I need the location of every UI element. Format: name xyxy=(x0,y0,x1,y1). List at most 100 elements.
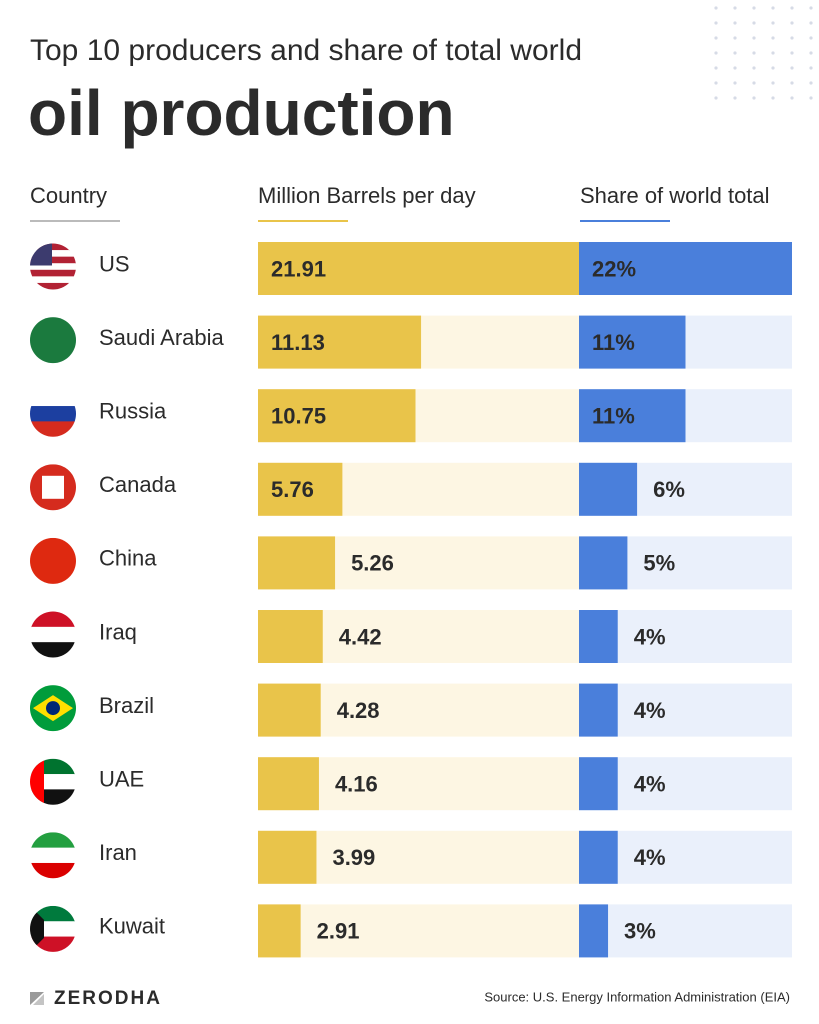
dot xyxy=(809,21,813,25)
dot xyxy=(771,96,775,100)
dot xyxy=(809,36,813,40)
dot xyxy=(752,36,756,40)
bar xyxy=(579,757,618,811)
dot xyxy=(714,6,718,10)
dot xyxy=(752,81,756,85)
dot xyxy=(771,51,775,55)
bar xyxy=(579,242,792,295)
flag-stripe xyxy=(30,406,76,422)
flag xyxy=(30,685,76,732)
flag xyxy=(30,611,76,658)
country-label: Brazil xyxy=(99,693,154,718)
bar xyxy=(258,830,317,884)
bar-track xyxy=(579,904,792,958)
flag-stripe xyxy=(30,847,76,864)
flag-globe xyxy=(46,701,60,716)
dot xyxy=(752,6,756,10)
dot xyxy=(771,36,775,40)
bar xyxy=(258,904,301,958)
flag-stripe xyxy=(30,537,76,584)
dot xyxy=(714,96,718,100)
logo-mark xyxy=(33,994,44,1005)
dot xyxy=(790,21,794,25)
value-label: 3% xyxy=(624,919,656,944)
bar xyxy=(258,462,343,516)
bar-track xyxy=(258,904,579,958)
column-header: Share of world total xyxy=(580,183,770,208)
country-label: Kuwait xyxy=(99,914,165,939)
dot xyxy=(771,81,775,85)
value-label: 22% xyxy=(592,256,636,281)
dot xyxy=(790,81,794,85)
flag-stripe xyxy=(30,317,76,364)
flag-stripe xyxy=(30,862,76,879)
decoration xyxy=(714,6,813,100)
dot xyxy=(790,66,794,70)
bar xyxy=(258,536,336,590)
bar xyxy=(258,242,579,295)
value-label: 5% xyxy=(643,551,675,576)
value-label: 2.91 xyxy=(317,919,360,944)
bar xyxy=(579,683,618,737)
country-label: Iraq xyxy=(99,619,137,644)
dot xyxy=(752,66,756,70)
bar xyxy=(579,830,618,884)
flag xyxy=(30,905,76,952)
flag xyxy=(30,537,76,584)
flag-stripe xyxy=(30,626,76,643)
flag-stripe xyxy=(30,421,76,437)
flag-stripe xyxy=(30,250,76,258)
dot xyxy=(714,66,718,70)
dot xyxy=(790,51,794,55)
bar xyxy=(258,389,416,443)
flag-stripe xyxy=(30,269,76,277)
value-label: 4% xyxy=(634,845,666,870)
dot xyxy=(809,96,813,100)
dot xyxy=(752,51,756,55)
column-header: Country xyxy=(30,183,107,208)
dot xyxy=(733,36,737,40)
flag-stripe xyxy=(30,263,76,271)
dot xyxy=(790,36,794,40)
dot xyxy=(752,96,756,100)
value-label: 4% xyxy=(634,772,666,797)
country-label: Iran xyxy=(99,840,137,865)
dot xyxy=(714,36,718,40)
logo-mark xyxy=(30,992,44,1005)
value-label: 11% xyxy=(592,404,635,429)
country-label: Canada xyxy=(99,472,177,497)
dot xyxy=(714,81,718,85)
value-label: 4.16 xyxy=(335,772,378,797)
dot xyxy=(714,21,718,25)
country-label: Russia xyxy=(99,399,167,424)
bar xyxy=(258,757,319,811)
dot xyxy=(790,6,794,10)
flag-stripe xyxy=(30,498,76,511)
brand: ZERODHA xyxy=(54,988,162,1009)
value-label: 21.91 xyxy=(271,256,326,281)
country-label: US xyxy=(99,251,130,276)
brand-logo xyxy=(30,992,44,1005)
dot xyxy=(771,66,775,70)
dot xyxy=(809,81,813,85)
flag-stripe xyxy=(30,642,76,658)
country-label: Saudi Arabia xyxy=(99,325,225,350)
flag-stripe xyxy=(30,832,76,849)
flag xyxy=(30,390,76,437)
value-label: 10.75 xyxy=(271,404,326,429)
title-line1: Top 10 producers and share of total worl… xyxy=(30,34,582,67)
dot xyxy=(771,21,775,25)
dot xyxy=(809,6,813,10)
value-label: 11% xyxy=(592,330,635,355)
bar xyxy=(579,536,628,590)
dot xyxy=(733,21,737,25)
dot xyxy=(790,96,794,100)
flag-band xyxy=(30,758,44,805)
bar xyxy=(258,683,321,737)
flag xyxy=(30,243,76,290)
bar xyxy=(258,610,323,663)
dot xyxy=(733,66,737,70)
dot xyxy=(752,21,756,25)
dot xyxy=(733,51,737,55)
